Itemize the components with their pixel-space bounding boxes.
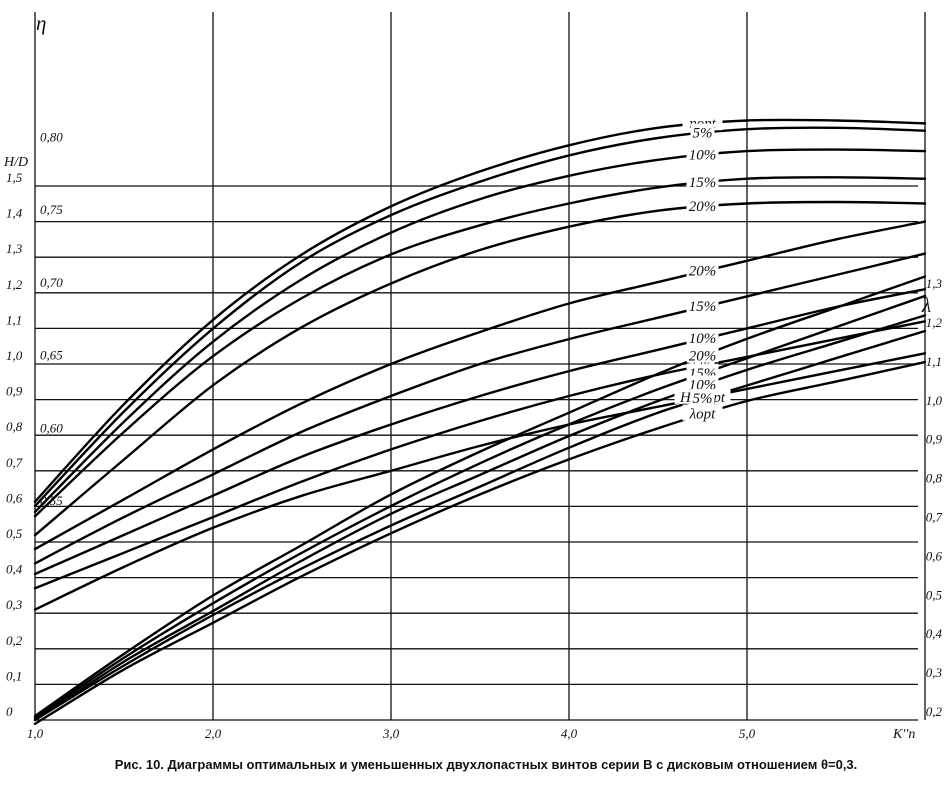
hd-tick-label: 0,6: [6, 490, 23, 505]
curve-label-bg: [686, 346, 719, 363]
series-line-10: [33, 275, 927, 718]
lambda-tick-label: 0,8: [926, 471, 943, 486]
series-line-13: [33, 329, 927, 722]
curve-labels: ηopt5%10%15%20%20%15%10%5%H/Dopt20%15%10…: [674, 114, 731, 423]
curve-label-text: 20%: [689, 263, 717, 279]
curve-label-bg: [686, 297, 719, 313]
lambda-tick-label: 1,2: [926, 315, 943, 330]
curve-label: 10%: [686, 145, 719, 163]
curve-label: 20%: [686, 261, 719, 279]
series-line-2: [33, 148, 927, 514]
hd-tick-label: 1,3: [6, 241, 23, 256]
lambda-tick-label: 0,5: [926, 587, 943, 602]
series-line-0: [33, 118, 927, 503]
series-line-12: [33, 314, 927, 722]
hd-tick-label: 0,2: [6, 633, 23, 648]
hd-tick-label: 0,8: [6, 419, 23, 434]
x-axis-title: K''n: [892, 727, 915, 742]
curves: [33, 118, 927, 726]
series-line-7: [33, 288, 927, 576]
curve-label-bg: [686, 261, 719, 278]
series-line-5: [33, 220, 927, 551]
curve-label-bg: [686, 197, 719, 214]
series-line-6: [33, 252, 927, 565]
grid: [34, 12, 926, 721]
hd-tick-label: 0,5: [6, 526, 23, 541]
curve-label-text: 5%: [693, 391, 713, 407]
series-line-4: [33, 200, 927, 537]
hd-tick-label: 1,5: [6, 170, 23, 185]
curve-label-text: λopt: [689, 407, 716, 423]
curve-label-text: 15%: [689, 299, 717, 315]
lambda-tick-label: 0,6: [926, 548, 943, 563]
curve-label-text: 20%: [689, 348, 717, 364]
x-tick-label: 1,0: [27, 726, 44, 741]
hd-axis-title: H/D: [3, 155, 28, 170]
lambda-tick-label: 0,4: [926, 626, 943, 641]
lambda-tick-label: 0,2: [926, 704, 943, 719]
series-line-14: [33, 360, 927, 726]
eta-axis-title: η: [36, 11, 46, 35]
curve-label: 5%: [690, 123, 715, 142]
hd-tick-label: 0,1: [6, 668, 22, 683]
series-line-1: [33, 126, 927, 508]
axis-names: η H/D λ K''n: [3, 11, 931, 742]
curve-label: 20%: [686, 346, 719, 364]
lambda-tick-label: 0,9: [926, 432, 943, 447]
figure-caption: Рис. 10. Диаграммы оптимальных и уменьше…: [114, 757, 858, 772]
curve-label-text: 20%: [689, 199, 717, 215]
curve-label-bg: [690, 123, 715, 140]
hd-tick-label: 1,0: [6, 348, 23, 363]
tick-labels: 1,0 2,0 3,0 4,0 5,0 0 0,1 0,2 0,3 0,4 0,5 0,6 0,7 0,8…: [6, 129, 943, 741]
hd-tick-label: 0,9: [6, 384, 23, 399]
nomogram-chart: ηopt5%10%15%20%20%15%10%5%H/Dopt20%15%10…: [3, 11, 943, 742]
curve-label-bg: [690, 389, 715, 406]
eta-tick-label: 0,65: [40, 348, 63, 363]
curve-label: 10%: [686, 329, 719, 347]
lambda-tick-label: 1,0: [926, 393, 943, 408]
curve-label: λopt: [682, 404, 723, 423]
x-tick-label: 4,0: [561, 726, 578, 741]
lambda-axis-title: λ: [921, 293, 931, 317]
lambda-tick-label: 0,7: [926, 510, 943, 525]
eta-tick-label: 0,70: [40, 275, 63, 290]
curve-label-text: 10%: [689, 331, 717, 347]
curve-label-bg: [686, 173, 719, 190]
hd-tick-label: 0,7: [6, 455, 23, 470]
series-line-9: [33, 352, 927, 611]
eta-tick-label: 0,75: [40, 202, 63, 217]
lambda-tick-label: 0,3: [926, 665, 943, 680]
curve-label: 5%: [690, 389, 715, 407]
lambda-tick-label: 1,1: [926, 354, 942, 369]
hd-tick-label: 0: [6, 704, 13, 719]
x-tick-label: 2,0: [205, 726, 222, 741]
lambda-tick-label: 1,3: [926, 276, 943, 291]
curve-label-text: 10%: [689, 147, 717, 163]
curve-label: 15%: [686, 173, 719, 191]
hd-tick-label: 1,2: [6, 277, 23, 292]
curve-label-bg: [686, 375, 719, 392]
x-tick-label: 5,0: [739, 726, 756, 741]
curve-label-text: 15%: [689, 175, 717, 191]
hd-tick-label: 1,1: [6, 312, 22, 327]
eta-tick-label: 0,60: [40, 420, 63, 435]
curve-label: 20%: [686, 197, 719, 215]
curve-label-bg: [682, 404, 723, 421]
eta-tick-label: 0,55: [40, 493, 63, 508]
series-line-11: [33, 294, 927, 720]
series-line-8: [33, 320, 927, 590]
curve-label-bg: [686, 329, 719, 346]
hd-tick-label: 0,3: [6, 597, 23, 612]
hd-tick-label: 1,4: [6, 206, 23, 221]
curve-label-bg: [686, 145, 719, 162]
curve-label: 15%: [686, 297, 719, 315]
eta-tick-label: 0,80: [40, 129, 63, 144]
x-tick-label: 3,0: [382, 726, 400, 741]
series-line-3: [33, 176, 927, 518]
curve-label-text: 5%: [693, 126, 713, 142]
hd-tick-label: 0,4: [6, 562, 23, 577]
